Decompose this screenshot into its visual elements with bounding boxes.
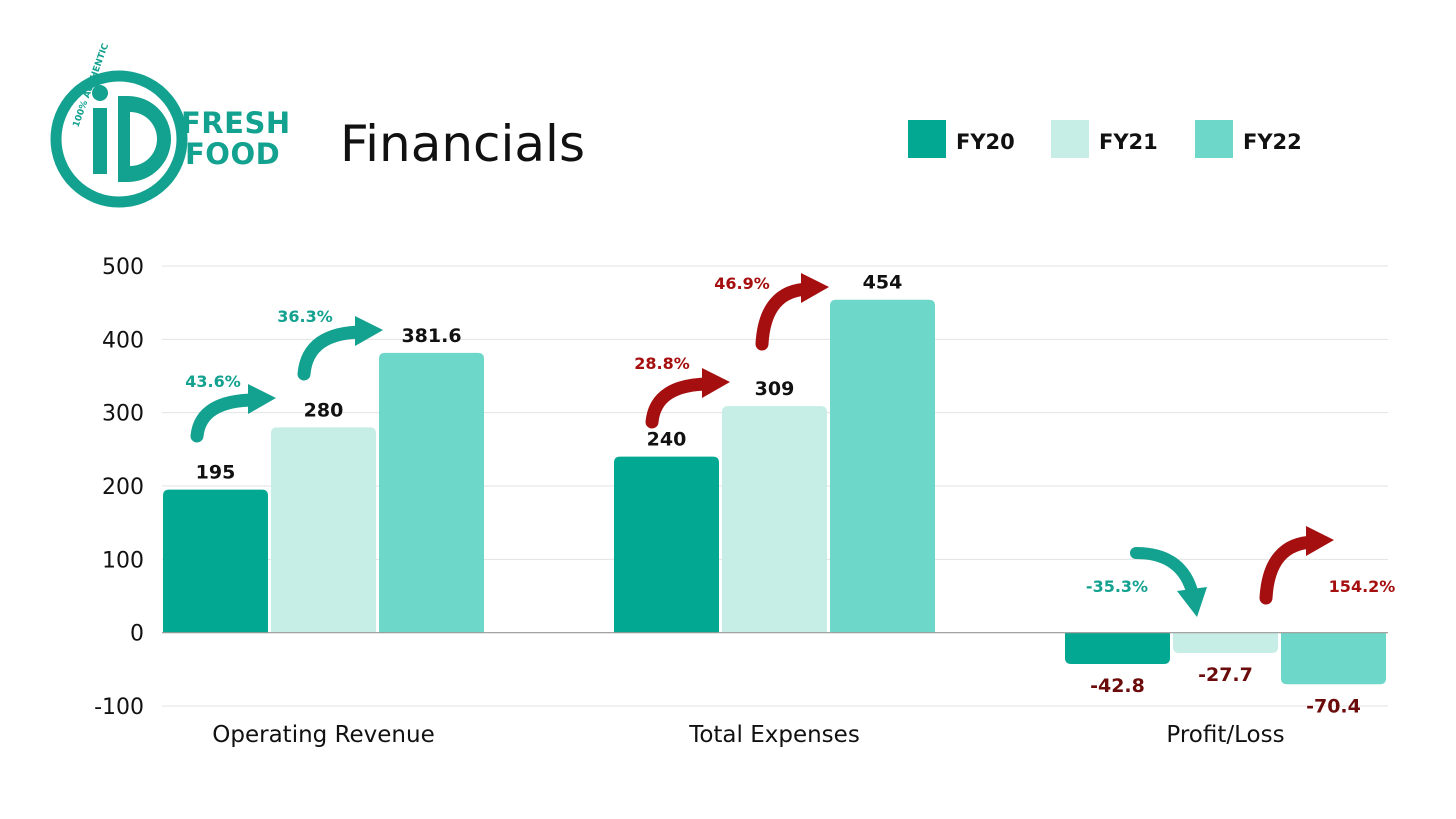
legend-label-fy21: FY21: [1099, 130, 1158, 154]
bar-fy21: [1173, 632, 1278, 653]
growth-arrows: 43.6% 36.3% 28.8% 46.9% -35.3% 154.2%: [185, 273, 1395, 617]
arrow-head: [702, 368, 730, 398]
bar-fy20: [163, 489, 268, 633]
arrow-shaft: [297, 325, 370, 381]
data-label: -27.7: [1198, 664, 1253, 686]
data-label: 454: [863, 272, 903, 294]
arrow-head: [355, 316, 383, 346]
bar-fy20: [1065, 632, 1170, 665]
growth-arrow: [1259, 526, 1334, 605]
growth-label: 28.8%: [634, 354, 690, 373]
bar-fy22: [379, 352, 484, 633]
arrow-shaft: [190, 393, 263, 443]
bar-fy22: [830, 299, 935, 633]
growth-arrow: [190, 384, 276, 443]
arrow-shaft: [755, 282, 816, 351]
logo-d-letter: [118, 96, 171, 182]
brand-line-1: FRESH: [181, 106, 291, 140]
arrow-head: [1177, 587, 1207, 617]
bars: [163, 299, 1386, 685]
growth-arrow: [645, 368, 730, 429]
growth-label: 154.2%: [1329, 577, 1396, 596]
arrow-shaft: [645, 377, 717, 429]
id-fresh-food-logo: 100% AUTHENTIC FRESH FOOD: [50, 42, 291, 208]
legend-swatch-fy22: [1195, 120, 1233, 158]
logo-i-dot: [92, 85, 108, 101]
data-label: 195: [196, 462, 236, 484]
legend-swatch-fy20: [908, 120, 946, 158]
growth-arrow: [297, 316, 383, 381]
arrow-shaft: [1259, 535, 1321, 605]
bar-fy21: [722, 406, 827, 633]
bar-fy21: [271, 427, 376, 633]
data-label: 280: [304, 399, 344, 421]
data-label: 240: [647, 429, 687, 451]
legend-label-fy20: FY20: [956, 130, 1015, 154]
data-label: -70.4: [1306, 695, 1361, 717]
y-tick-label: 0: [130, 622, 144, 647]
legend-swatch-fy21: [1051, 120, 1089, 158]
data-label: 309: [755, 378, 795, 400]
arrow-head: [801, 273, 829, 303]
logo-ring: [50, 70, 188, 208]
x-axis-categories: Operating Revenue Total Expenses Profit/Lo…: [212, 722, 1284, 748]
brand-line-2: FOOD: [185, 137, 280, 171]
arrow-head: [248, 384, 276, 414]
growth-arrow: [755, 273, 829, 351]
y-tick-label: 200: [102, 475, 144, 500]
bar-fy20: [614, 456, 719, 633]
legend-label-fy22: FY22: [1243, 130, 1302, 154]
data-label: 381.6: [401, 325, 461, 347]
bar-fy22: [1281, 632, 1386, 685]
growth-label: -35.3%: [1086, 577, 1148, 596]
category-label: Profit/Loss: [1166, 722, 1284, 748]
page-title: Financials: [340, 115, 585, 173]
growth-label: 43.6%: [185, 372, 241, 391]
logo-i-stem: [93, 108, 107, 174]
y-tick-label: -100: [94, 695, 144, 720]
legend: FY20 FY21 FY22: [908, 120, 1302, 158]
category-label: Operating Revenue: [212, 722, 434, 748]
y-axis-ticks: -100 0 100 200 300 400 500: [94, 255, 144, 720]
y-tick-label: 300: [102, 402, 144, 427]
arrow-shaft: [1130, 547, 1199, 601]
value-labels: 195 280 381.6 240 309 454 -42.8 -27.7 -70.4: [196, 272, 1361, 718]
y-tick-label: 500: [102, 255, 144, 280]
category-label: Total Expenses: [688, 722, 860, 748]
growth-arrow: [1130, 547, 1207, 617]
y-tick-label: 100: [102, 548, 144, 573]
data-label: -42.8: [1090, 675, 1145, 697]
growth-label: 46.9%: [714, 274, 770, 293]
arrow-head: [1306, 526, 1334, 556]
growth-label: 36.3%: [277, 307, 333, 326]
y-tick-label: 400: [102, 328, 144, 353]
